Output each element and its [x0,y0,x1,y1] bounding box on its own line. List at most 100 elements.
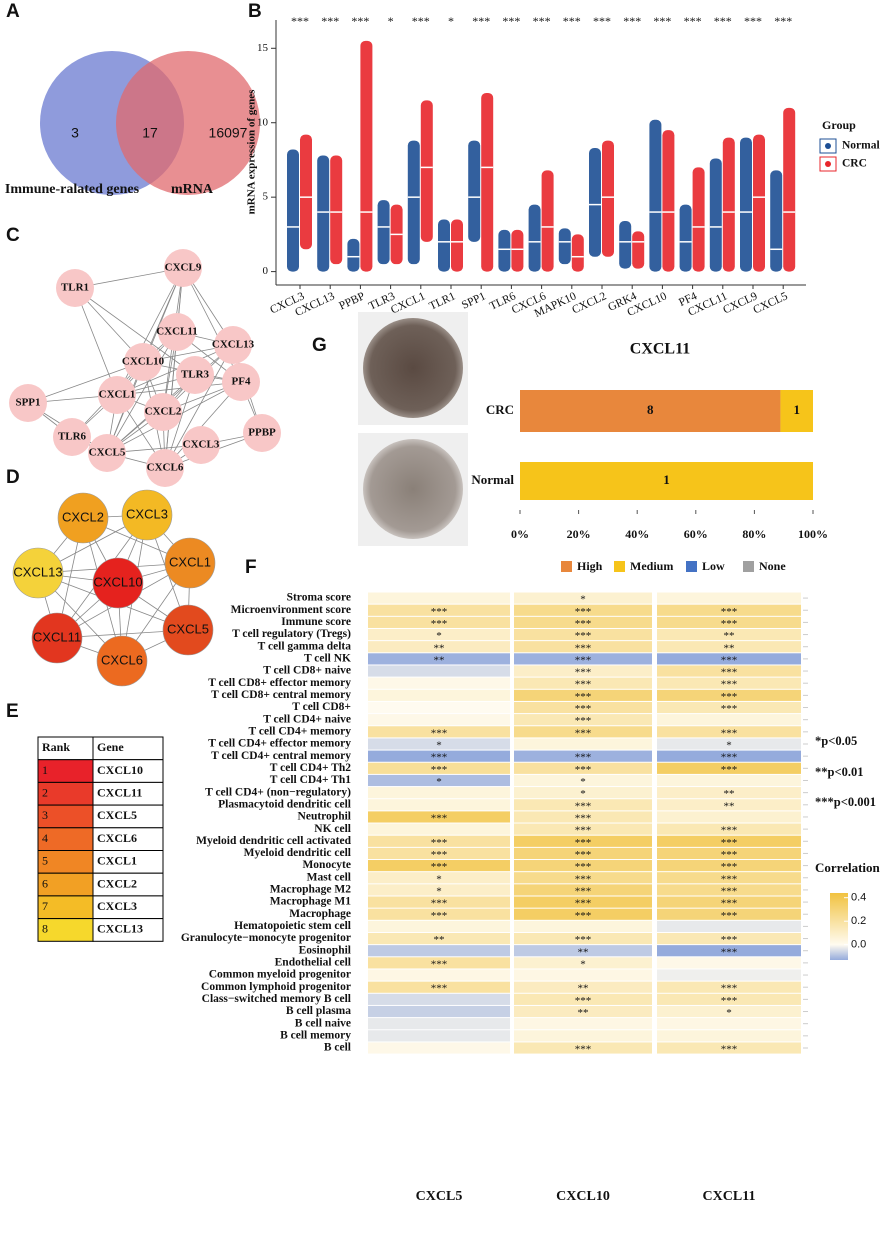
significance: *** [721,934,738,946]
significance: *** [721,691,738,703]
strip [407,140,420,265]
significance: *** [575,618,592,630]
heatmap-cell [368,774,510,787]
table-cell: 5 [42,854,48,868]
significance: *** [575,715,592,727]
network-node [57,492,109,544]
network-node-label: CXCL3 [183,439,220,451]
heatmap-cell [514,726,652,738]
heatmap-cell [368,799,510,811]
table-header-cell: Rank [42,740,70,754]
network-node [53,418,91,456]
significance: * [436,740,442,752]
x-tick-label: 40% [625,527,649,541]
y-axis-label: mRNA expression of genes [246,89,258,214]
table-cell: 4 [42,831,48,845]
legend-key [614,561,625,572]
heatmap-cell [657,787,801,799]
network-node [146,449,184,487]
row-label: Monocyte [302,859,351,871]
heatmap-cell [514,677,652,689]
strip [679,204,692,272]
heatmap-cell [368,896,510,908]
significance: *** [721,1044,738,1056]
significance: *** [721,703,738,715]
significance: * [580,788,586,800]
significance: *** [721,679,738,691]
significance: *** [721,849,738,861]
heatmap-cell [514,908,652,920]
significance: *** [721,885,738,897]
significance: * [580,776,586,788]
network-node [9,384,47,422]
significance: * [580,958,586,970]
significance: ** [434,654,445,666]
heatmap-cell [368,1042,510,1054]
network-node [214,326,252,364]
significance: *** [593,14,611,28]
significance: *** [431,958,448,970]
network-node-label: TLR6 [58,431,87,443]
significance: *** [431,861,448,873]
heatmap-cell [514,920,652,932]
strip [468,140,481,242]
strip [300,134,312,250]
heatmap-cell [514,641,652,653]
significance: * [726,740,732,752]
strip [692,167,705,272]
heatmap-cell [657,823,801,835]
colorbar-tick-label: 0.2 [851,915,866,927]
heatmap-cell [514,653,652,665]
network-node [158,313,196,351]
heatmap-cell [514,1018,652,1030]
heatmap-cell [368,957,510,969]
network-node-label: CXCL5 [89,447,126,459]
significance: *** [575,812,592,824]
legend-key [743,561,754,572]
row-label: NK cell [314,823,351,835]
heatmap-cell [368,787,510,799]
table-cell: CXCL11 [97,786,142,800]
significance: *** [431,764,448,776]
bar-value-label: 8 [647,402,654,417]
network-node [98,376,136,414]
significance: ** [578,946,589,958]
row-label: T cell regulatory (Tregs) [232,628,351,640]
row-label: Granulocyte−monocyte progenitor [181,932,351,944]
heatmap-cell [514,592,652,604]
significance: *** [563,14,581,28]
significance: *** [575,873,592,885]
significance: ** [434,642,445,654]
strip [317,155,330,272]
row-label: Macrophage [289,908,351,920]
heatmap-cell [514,945,652,957]
row-label: T cell CD4+ naive [263,713,351,725]
significance: * [448,14,454,28]
strip [420,100,433,242]
heatmap-cell [657,884,801,896]
legend-key [819,156,837,172]
y-tick-label: CRC [486,402,514,417]
significance: *** [744,14,762,28]
heatmap-cell [368,920,510,932]
strip [541,170,554,272]
heatmap-cell [657,908,801,920]
heatmap-cell [657,932,801,945]
network-node-label: CXCL11 [156,326,198,338]
strip [481,92,494,272]
heatmap-cell [514,872,652,884]
significance: ** [724,630,735,642]
annotation: *p<0.05 [815,734,857,748]
heatmap-cell [657,665,801,677]
row-label: Common lymphoid progenitor [201,981,351,993]
network-node [88,434,126,472]
row-label: B cell naive [295,1017,351,1029]
heatmap-cell [514,823,652,835]
heatmap-cell [657,628,801,641]
column-label: CXCL5 [416,1189,463,1204]
row-label: Eosinophil [299,944,351,956]
strip [451,219,463,272]
annotation: **p<0.01 [815,765,863,779]
bar-segment [780,390,813,432]
row-label: Common myeloid progenitor [209,969,351,981]
